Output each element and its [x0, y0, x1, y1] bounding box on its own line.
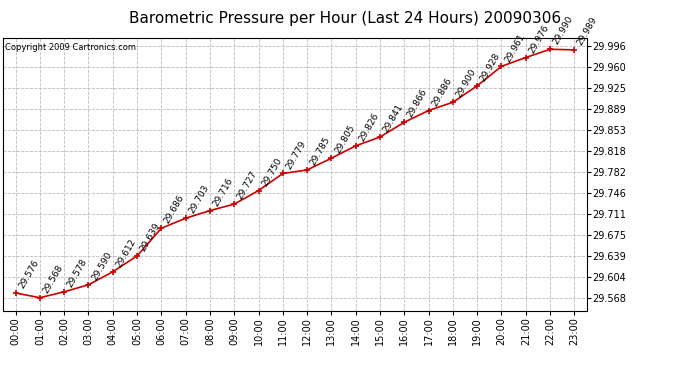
Text: 29.989: 29.989 [575, 15, 600, 47]
Text: 29.703: 29.703 [187, 184, 210, 216]
Text: 29.779: 29.779 [284, 139, 308, 171]
Text: 29.578: 29.578 [66, 257, 89, 289]
Text: 29.886: 29.886 [430, 76, 453, 108]
Text: 29.805: 29.805 [333, 124, 356, 155]
Text: 29.590: 29.590 [90, 250, 113, 282]
Text: 29.785: 29.785 [308, 135, 332, 167]
Text: 29.928: 29.928 [479, 51, 502, 83]
Text: 29.990: 29.990 [551, 15, 575, 46]
Text: 29.976: 29.976 [527, 23, 551, 55]
Text: 29.961: 29.961 [503, 32, 526, 64]
Text: 29.826: 29.826 [357, 111, 381, 143]
Text: 29.686: 29.686 [163, 194, 186, 225]
Text: 29.716: 29.716 [211, 176, 235, 208]
Text: 29.576: 29.576 [17, 258, 41, 290]
Text: 29.639: 29.639 [139, 221, 162, 253]
Text: 29.568: 29.568 [41, 263, 65, 295]
Text: Copyright 2009 Cartronics.com: Copyright 2009 Cartronics.com [5, 43, 136, 52]
Text: 29.727: 29.727 [235, 170, 259, 201]
Text: 29.750: 29.750 [260, 156, 284, 188]
Text: 29.900: 29.900 [454, 68, 477, 99]
Text: Barometric Pressure per Hour (Last 24 Hours) 20090306: Barometric Pressure per Hour (Last 24 Ho… [129, 11, 561, 26]
Text: 29.612: 29.612 [114, 237, 137, 269]
Text: 29.841: 29.841 [382, 102, 405, 134]
Text: 29.866: 29.866 [406, 88, 429, 120]
